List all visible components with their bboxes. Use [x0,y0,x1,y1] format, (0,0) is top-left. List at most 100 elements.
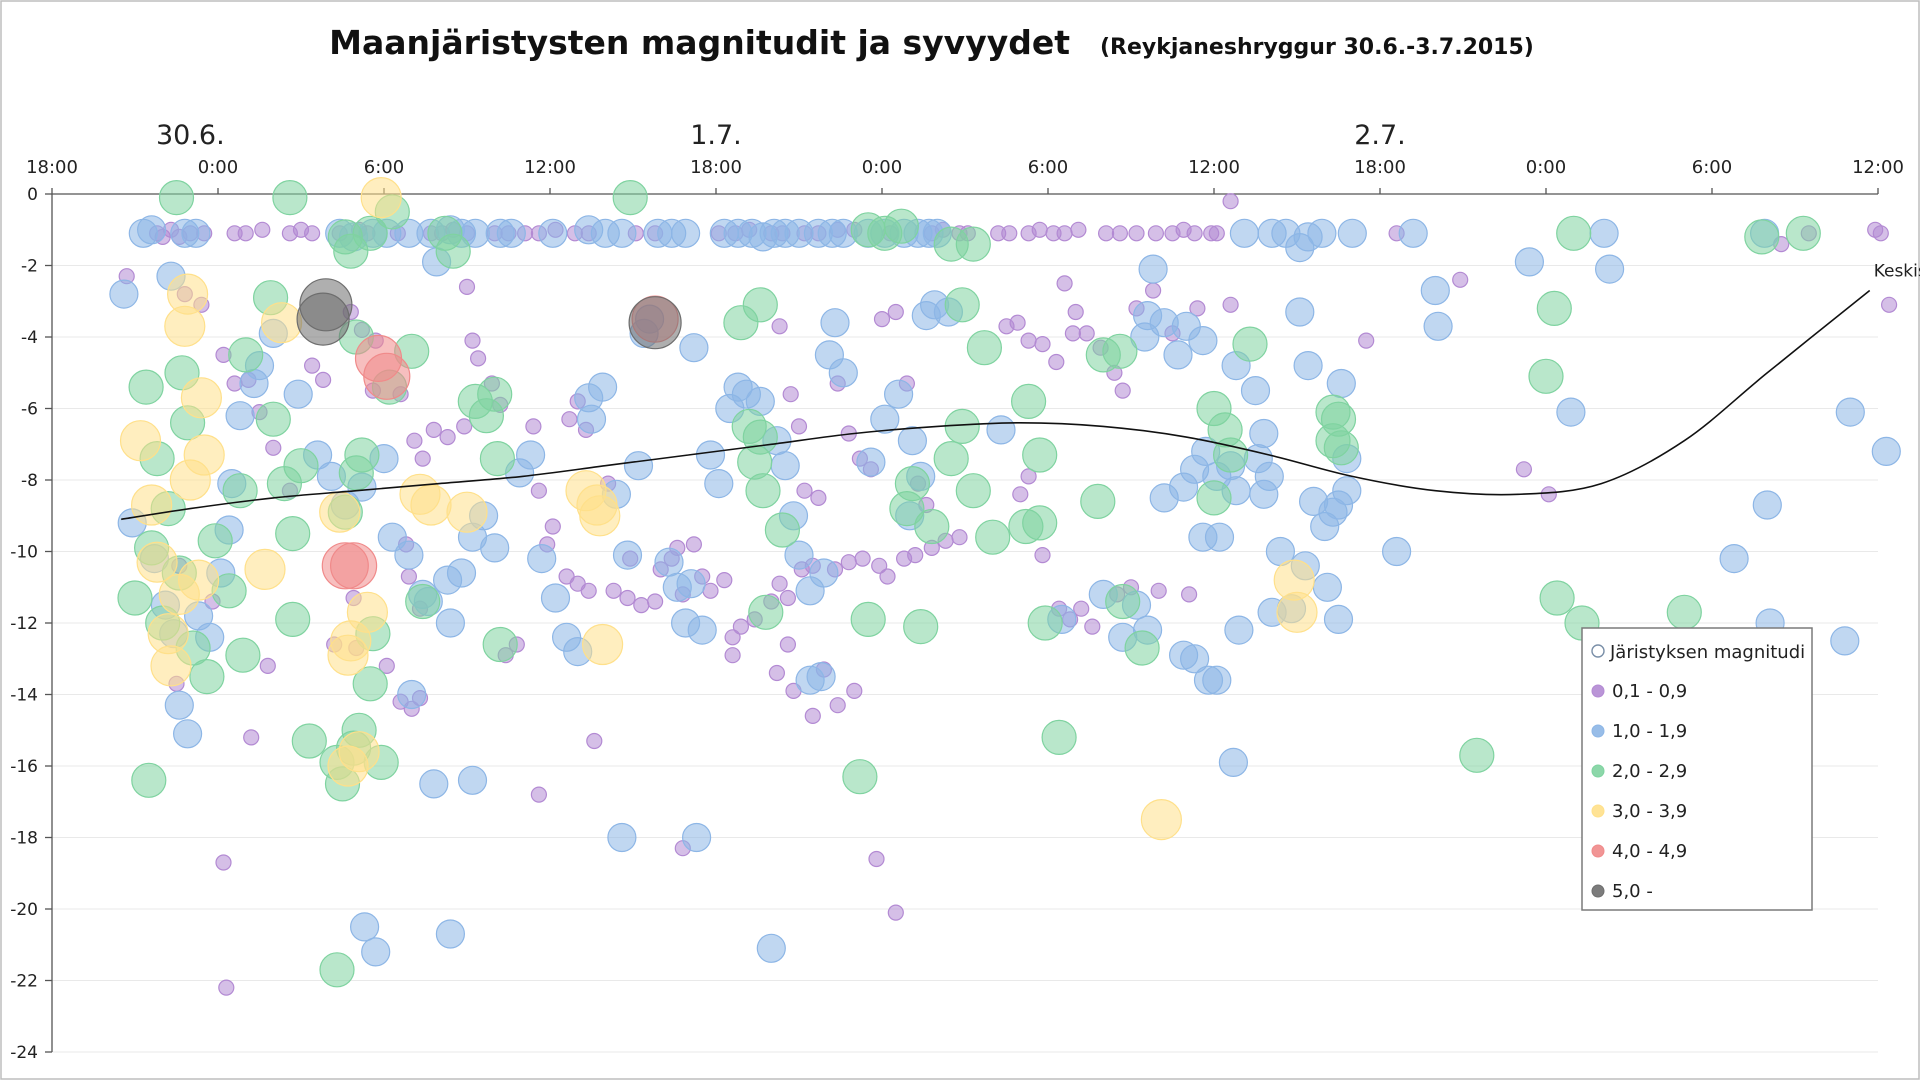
bubble-point [414,450,431,467]
bubble-point [1528,358,1564,394]
bubble-point [222,473,258,509]
bubble-point [1056,225,1073,242]
bubble-point [676,569,706,599]
bubble-point [1830,626,1860,656]
bubble-point [119,420,162,462]
bubble-point [128,369,164,405]
bubble-point [330,542,378,590]
bubble-point [1188,326,1218,356]
bubble-point [1867,221,1884,238]
bubble-point [1326,368,1356,399]
legend-box [1581,627,1813,911]
legend-marker [1591,764,1605,778]
bubble-point [259,657,276,675]
bubble-point [605,582,622,599]
bubble-point [944,287,980,323]
y-tick-label: -6 [21,400,38,420]
bubble-point [378,657,395,675]
bubble-point [756,933,786,963]
bubble-point [1312,572,1343,602]
legend-marker [1591,684,1605,698]
bubble-point [873,311,891,328]
bubble-point [561,411,578,428]
bubble-point [540,583,571,613]
bubble-point [131,762,167,798]
bubble-point [137,215,167,245]
legend-items: 0,1 - 0,9 1,0 - 1,9 2,0 - 2,9 3,0 - 3,9 4,0 … [1591,681,1687,902]
bubble-point [1540,486,1557,503]
date-label: 1.7. [690,120,742,151]
bubble-point [903,608,939,645]
bubble-point [1085,337,1121,373]
bubble-point [458,278,476,295]
legend-title: Järistyksen magnitudi [1609,642,1805,663]
x-tick-label: 18:00 [26,157,78,178]
bubble-point [435,233,471,269]
bubble-point [612,180,648,216]
bubble-point [109,279,139,309]
bubble-point [914,508,950,545]
bubble-point [804,707,821,725]
bubble-point [779,636,797,653]
bubble-point [225,637,261,673]
bubble-point [966,330,1003,366]
bubble-point [425,421,442,438]
bubble-point [581,623,624,666]
bubble-point [1515,461,1533,478]
bubble-point [218,979,235,996]
bubble-point [771,318,788,335]
bubble-point [470,350,487,367]
bubble-point [1204,522,1235,552]
bubble-point [1285,297,1315,327]
x-tick-label: 12:00 [1852,157,1904,178]
bubble-point [291,723,327,759]
bubble-point [1196,480,1232,516]
x-tick-label: 6:00 [364,157,404,178]
bubble-point [809,558,839,588]
x-tick-label: 12:00 [1188,157,1240,178]
bubble-point [1034,336,1051,353]
bubble-point [1067,303,1084,321]
bubble-point [275,515,311,552]
bubble-point [704,469,734,499]
bubble-point [724,647,741,664]
bubble-point [1423,311,1453,341]
bubble-point [1212,437,1249,473]
bubble-point [319,952,355,988]
bubble-point [670,218,701,248]
bubble-point [397,679,427,710]
bubble-point [810,489,827,506]
bubble-point [1128,225,1145,242]
x-tick-label: 0:00 [198,157,238,178]
bubble-point [724,629,741,646]
bubble-point [1097,225,1115,242]
bubble-point [131,484,173,526]
y-tick-label: -14 [10,686,38,706]
bubble-point [283,448,319,484]
bubble-point [352,666,388,702]
bubble-point [695,440,726,470]
bubble-point [1459,737,1495,773]
bubble-point [716,571,733,589]
bubble-point [1202,665,1232,695]
bubble-point [796,482,813,499]
bubble-point [1034,546,1051,564]
bubble-point [723,305,759,341]
bubble-point [1012,486,1029,503]
bubble-point [333,233,369,269]
bubble-point [687,615,717,645]
bubble-point [1218,747,1249,778]
bubble-point [883,379,914,409]
bubble-point [732,618,750,635]
bubble-point [854,550,871,567]
y-tick-label: -18 [10,829,38,849]
bubble-point [887,904,904,921]
legend-label: 3,0 - 3,9 [1612,801,1687,822]
bubble-point [1020,468,1037,485]
bubble-point [150,645,192,687]
bubble-point [1078,325,1095,342]
bubble-point [1880,296,1898,313]
bubble-point [907,546,924,564]
bubble-point [1539,580,1575,616]
